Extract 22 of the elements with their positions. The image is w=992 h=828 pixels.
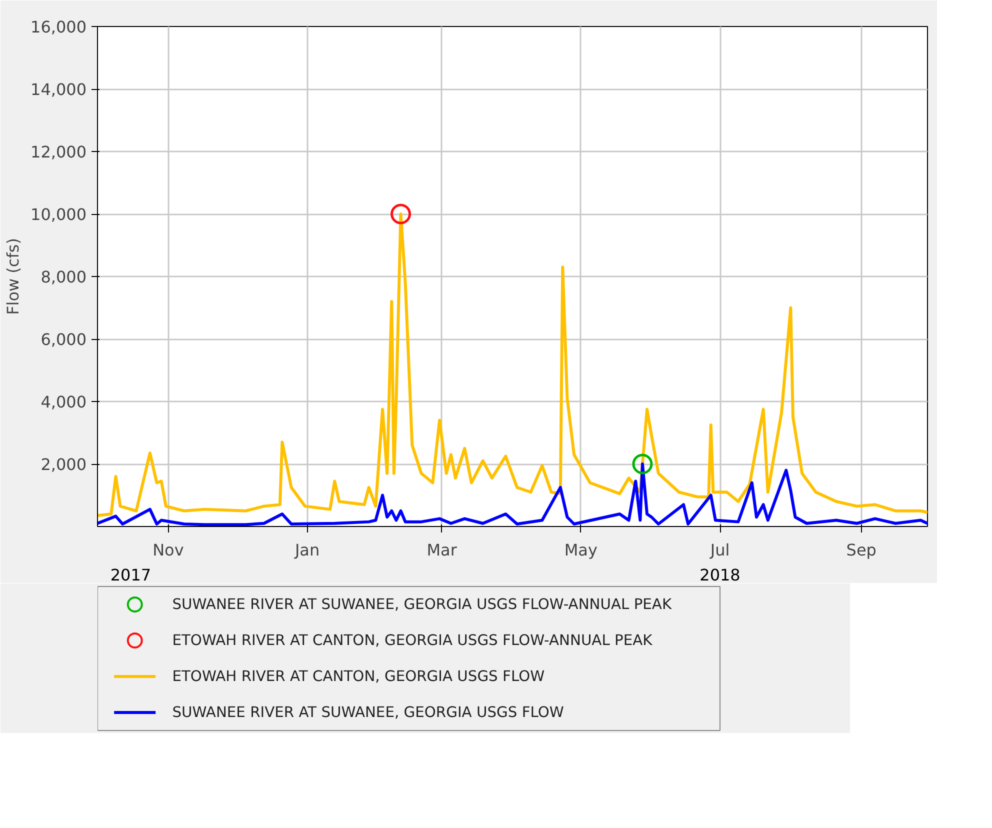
x-tick-label: Sep — [846, 540, 876, 560]
y-tick-label: 16,000 — [30, 18, 86, 36]
y-tick-label: 4,000 — [40, 392, 87, 412]
y-tick-label: 10,000 — [30, 205, 86, 224]
y-tick-label: 8,000 — [40, 268, 87, 286]
x-tick-label: Jan — [294, 540, 320, 560]
line-series — [98, 212, 928, 518]
y-axis-title: Flow (cfs) — [4, 238, 23, 315]
y-tick-label: 12,000 — [30, 142, 86, 162]
y-tick-label: 2,000 — [40, 455, 87, 474]
y-tick-label: 14,000 — [30, 80, 86, 99]
y-tick-label: 6,000 — [40, 330, 87, 349]
text: 2017 — [110, 566, 152, 584]
legend-label: ETOWAH RIVER AT CANTON, GEORGIA USGS FLOW-ANNUAL PEAK — [172, 632, 653, 649]
x-tick-label: Jul — [709, 540, 730, 560]
x-tick-label: Nov — [152, 540, 184, 560]
legend-label: ETOWAH RIVER AT CANTON, GEORGIA USGS FLOW — [172, 668, 546, 685]
legend-label: SUWANEE RIVER AT SUWANEE, GEORGIA USGS FLOW-ANNUAL PEAK — [172, 596, 672, 613]
x-tick-label: May — [564, 540, 598, 560]
text: 2018 — [700, 566, 740, 584]
x-tick-label: Mar — [426, 540, 458, 560]
legend-label: SUWANEE RIVER AT SUWANEE, GEORGIA USGS FLOW — [172, 704, 564, 721]
